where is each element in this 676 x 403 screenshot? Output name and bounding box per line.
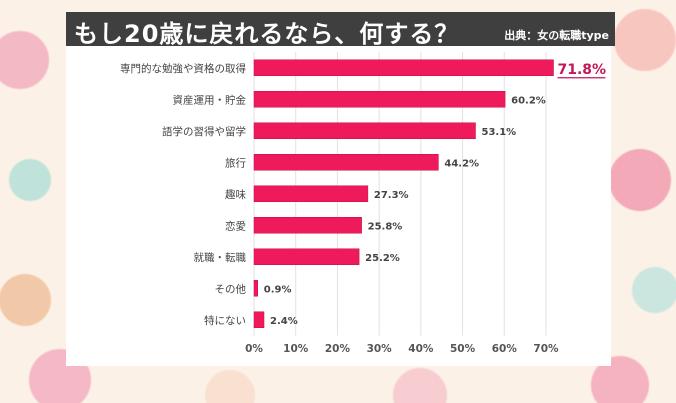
value-label: 25.8% xyxy=(368,221,403,232)
bar xyxy=(253,122,476,139)
value-label: 27.3% xyxy=(374,190,409,201)
category-label: 旅行 xyxy=(225,156,246,169)
bar xyxy=(253,91,506,108)
category-label: 語学の習得や留学 xyxy=(162,125,246,138)
value-label: 53.1% xyxy=(482,127,517,138)
value-label: 60.2% xyxy=(511,95,546,106)
category-label: 趣味 xyxy=(225,188,246,201)
x-tick-label: 10% xyxy=(283,343,309,355)
chart-panel: 0% 10% 20% 30% 40% 50% 60% 70% 専門的な勉強や資格の取得 71.8%… xyxy=(66,46,611,366)
category-label: 専門的な勉強や資格の取得 xyxy=(120,62,246,75)
bar xyxy=(253,59,554,76)
category-label: 特にない xyxy=(204,315,246,327)
source-credit: 出典：女の転職type xyxy=(504,29,609,42)
x-tick-label: 30% xyxy=(367,343,393,355)
bar xyxy=(253,185,369,202)
chart-title: もし20歳に戻れるなら、何する？ xyxy=(74,20,460,48)
x-tick-label: 70% xyxy=(533,343,559,355)
bar-chart: 0% 10% 20% 30% 40% 50% 60% 70% 専門的な勉強や資格の取得 71.8%… xyxy=(120,52,607,355)
category-label: 資産運用・貯金 xyxy=(173,93,247,106)
bar xyxy=(253,248,360,265)
bar xyxy=(253,217,362,234)
category-label: その他 xyxy=(215,282,247,295)
x-tick-label: 40% xyxy=(408,343,434,355)
bar xyxy=(253,280,259,297)
x-tick-label: 50% xyxy=(450,343,476,355)
value-label: 0.9% xyxy=(264,284,292,295)
bar xyxy=(253,154,439,171)
x-tick-label: 20% xyxy=(325,343,351,355)
value-label: 2.4% xyxy=(270,316,298,327)
value-label: 44.2% xyxy=(444,158,479,169)
category-label: 恋愛 xyxy=(225,219,246,232)
x-tick-label: 60% xyxy=(492,343,518,355)
x-tick-label: 0% xyxy=(245,343,263,355)
title-bar: もし20歳に戻れるなら、何する？ 出典：女の転職type xyxy=(66,12,615,48)
bar xyxy=(253,311,265,328)
category-label: 就職・転職 xyxy=(194,251,247,264)
value-label: 25.2% xyxy=(365,253,400,264)
value-label: 71.8% xyxy=(558,62,607,78)
